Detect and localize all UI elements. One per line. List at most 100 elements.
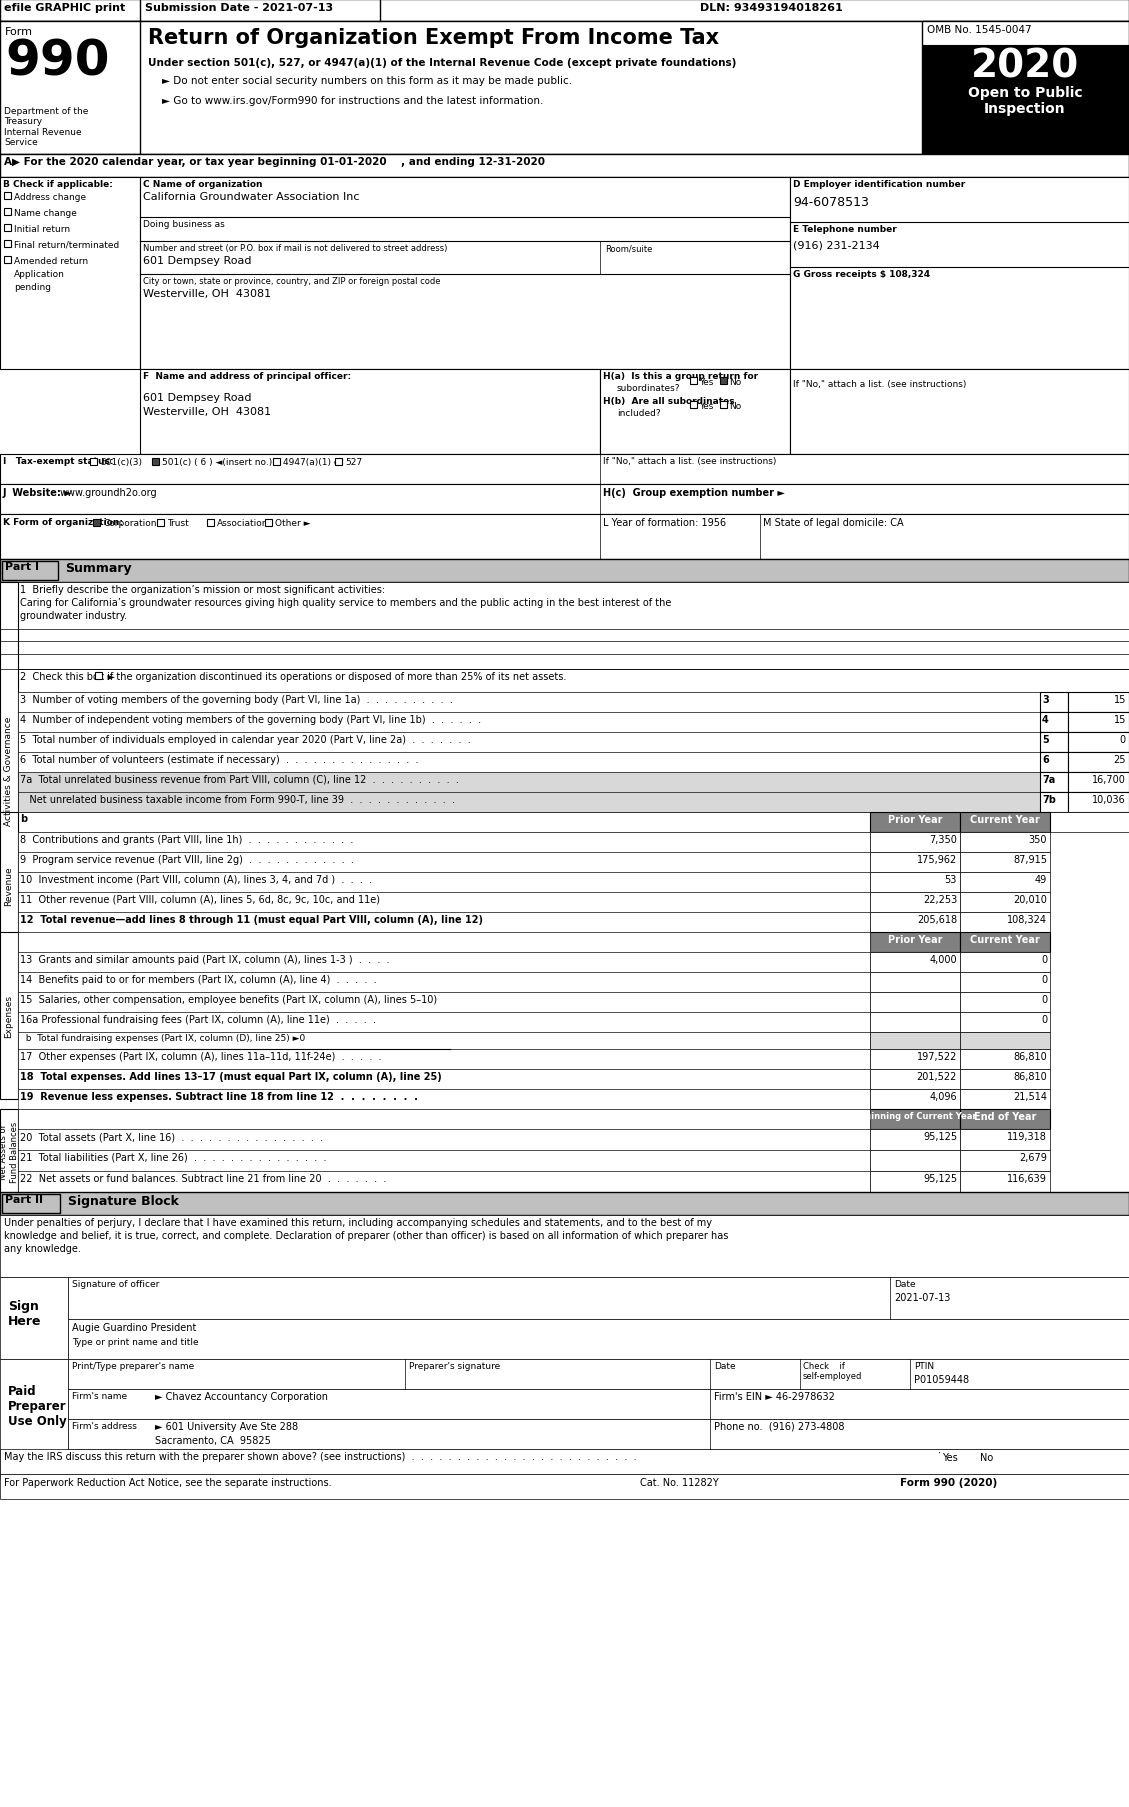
Bar bbox=[0, 560, 1129, 582]
Text: F  Name and address of principal officer:: F Name and address of principal officer: bbox=[143, 372, 351, 381]
Text: 87,915: 87,915 bbox=[1013, 855, 1047, 864]
Text: 15: 15 bbox=[1113, 714, 1126, 725]
Bar bbox=[870, 1032, 960, 1050]
Text: I   Tax-exempt status:: I Tax-exempt status: bbox=[3, 457, 114, 466]
Text: Print/Type preparer's name: Print/Type preparer's name bbox=[72, 1361, 194, 1370]
Text: Revenue: Revenue bbox=[5, 866, 14, 905]
Text: 10,036: 10,036 bbox=[1092, 795, 1126, 804]
Text: 108,324: 108,324 bbox=[1007, 914, 1047, 925]
Text: D Employer identification number: D Employer identification number bbox=[793, 181, 965, 190]
Bar bbox=[870, 1090, 960, 1109]
Text: Part I: Part I bbox=[5, 562, 40, 571]
Text: 21  Total liabilities (Part X, line 26)  .  .  .  .  .  .  .  .  .  .  .  .  .  : 21 Total liabilities (Part X, line 26) .… bbox=[20, 1153, 326, 1162]
Text: OMB No. 1545-0047: OMB No. 1545-0047 bbox=[927, 25, 1032, 34]
Text: Return of Organization Exempt From Income Tax: Return of Organization Exempt From Incom… bbox=[148, 27, 719, 49]
Bar bbox=[960, 1171, 1050, 1193]
Text: E Telephone number: E Telephone number bbox=[793, 224, 896, 233]
Bar bbox=[0, 0, 1129, 22]
Text: groundwater industry.: groundwater industry. bbox=[20, 611, 128, 620]
Bar bbox=[18, 1012, 870, 1032]
Text: G Gross receipts $ 108,324: G Gross receipts $ 108,324 bbox=[793, 269, 930, 278]
Text: 0: 0 bbox=[1120, 735, 1126, 744]
Text: (916) 231-2134: (916) 231-2134 bbox=[793, 240, 879, 251]
Bar bbox=[1068, 752, 1129, 773]
Bar bbox=[960, 972, 1050, 992]
Text: 116,639: 116,639 bbox=[1007, 1173, 1047, 1184]
Text: Address change: Address change bbox=[14, 193, 86, 202]
Bar bbox=[960, 992, 1050, 1012]
Text: 0: 0 bbox=[1041, 1014, 1047, 1025]
Text: b  Total fundraising expenses (Part IX, column (D), line 25) ►0: b Total fundraising expenses (Part IX, c… bbox=[20, 1034, 305, 1043]
Bar bbox=[599, 370, 790, 455]
Text: Current Year: Current Year bbox=[970, 815, 1040, 824]
Text: Name change: Name change bbox=[14, 210, 77, 219]
Bar bbox=[790, 177, 1129, 370]
Bar bbox=[960, 833, 1050, 853]
Bar bbox=[960, 853, 1050, 873]
Bar bbox=[1040, 752, 1068, 773]
Bar bbox=[2, 562, 58, 580]
Bar bbox=[960, 1012, 1050, 1032]
Text: Yes: Yes bbox=[699, 401, 714, 410]
Bar bbox=[68, 1359, 1129, 1390]
Text: Yes: Yes bbox=[699, 378, 714, 387]
Text: efile GRAPHIC print: efile GRAPHIC print bbox=[5, 4, 125, 13]
Bar bbox=[18, 712, 1040, 732]
Bar bbox=[0, 177, 140, 370]
Bar bbox=[93, 520, 100, 526]
Bar bbox=[0, 582, 18, 960]
Bar bbox=[0, 22, 1129, 155]
Text: B Check if applicable:: B Check if applicable: bbox=[3, 181, 113, 190]
Text: 527: 527 bbox=[345, 457, 362, 466]
Bar bbox=[18, 732, 1040, 752]
Text: 2020: 2020 bbox=[971, 49, 1079, 87]
Text: 17  Other expenses (Part IX, column (A), lines 11a–11d, 11f-24e)  .  .  .  .  .: 17 Other expenses (Part IX, column (A), … bbox=[20, 1052, 382, 1061]
Bar bbox=[5, 257, 11, 264]
Bar bbox=[90, 459, 97, 466]
Text: 95,125: 95,125 bbox=[922, 1173, 957, 1184]
Bar bbox=[870, 1050, 960, 1070]
Bar bbox=[18, 1050, 870, 1070]
Bar bbox=[95, 672, 102, 679]
Text: 601 Dempsey Road: 601 Dempsey Road bbox=[143, 257, 252, 266]
Bar bbox=[207, 520, 215, 526]
Text: 49: 49 bbox=[1035, 875, 1047, 884]
Text: ► 601 University Ave Ste 288: ► 601 University Ave Ste 288 bbox=[155, 1422, 298, 1431]
Text: Trust: Trust bbox=[167, 519, 189, 528]
Bar bbox=[0, 1475, 1129, 1500]
Bar bbox=[0, 932, 18, 1099]
Text: Current Year: Current Year bbox=[970, 934, 1040, 945]
Bar bbox=[870, 813, 960, 833]
Bar bbox=[960, 952, 1050, 972]
Text: Under section 501(c), 527, or 4947(a)(1) of the Internal Revenue Code (except pr: Under section 501(c), 527, or 4947(a)(1)… bbox=[148, 58, 736, 69]
Bar bbox=[972, 1453, 979, 1460]
Bar bbox=[870, 992, 960, 1012]
Text: 22,253: 22,253 bbox=[922, 894, 957, 905]
Text: DLN: 93493194018261: DLN: 93493194018261 bbox=[700, 4, 842, 13]
Bar bbox=[18, 1090, 870, 1109]
Bar bbox=[2, 1194, 60, 1212]
Bar bbox=[1068, 712, 1129, 732]
Text: 20,010: 20,010 bbox=[1013, 894, 1047, 905]
Bar bbox=[960, 1109, 1050, 1129]
Bar bbox=[1040, 793, 1068, 813]
Text: www.groundh2o.org: www.groundh2o.org bbox=[60, 488, 158, 497]
Bar bbox=[0, 1359, 68, 1480]
Text: 86,810: 86,810 bbox=[1013, 1072, 1047, 1081]
Text: Sign
Here: Sign Here bbox=[8, 1299, 42, 1328]
Bar bbox=[18, 992, 870, 1012]
Text: Department of the
Treasury
Internal Revenue
Service: Department of the Treasury Internal Reve… bbox=[5, 107, 88, 146]
Text: pending: pending bbox=[14, 284, 51, 293]
Bar bbox=[870, 1070, 960, 1090]
Bar bbox=[0, 582, 1129, 670]
Bar bbox=[18, 1129, 870, 1151]
Text: Prior Year: Prior Year bbox=[887, 934, 943, 945]
Text: 4  Number of independent voting members of the governing body (Part VI, line 1b): 4 Number of independent voting members o… bbox=[20, 714, 481, 725]
Bar bbox=[960, 893, 1050, 913]
Text: Amended return: Amended return bbox=[14, 257, 88, 266]
Bar bbox=[870, 833, 960, 853]
Bar bbox=[5, 210, 11, 215]
Bar bbox=[18, 1151, 870, 1171]
Text: Signature Block: Signature Block bbox=[68, 1194, 178, 1207]
Text: 7,350: 7,350 bbox=[929, 835, 957, 844]
